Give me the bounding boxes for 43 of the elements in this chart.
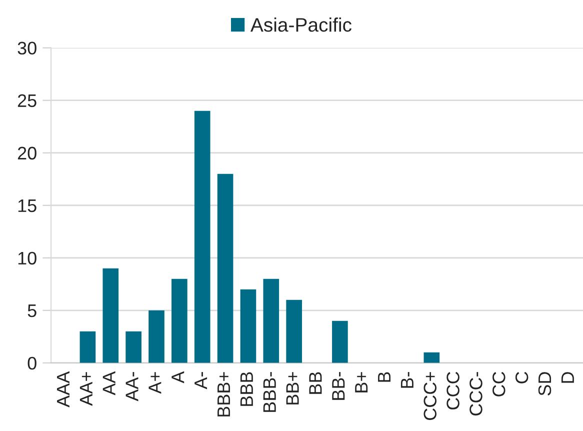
x-tick-label: AAA (57, 371, 70, 408)
x-tick-label: BBB- (263, 372, 276, 412)
y-tick-label: 25 (18, 94, 36, 108)
bar (332, 320, 348, 363)
x-tick-label: B+ (355, 372, 368, 392)
y-tick-label: 15 (18, 199, 36, 212)
bar (424, 352, 440, 363)
bar (286, 300, 302, 363)
x-tick-label: A (172, 371, 184, 384)
x-tick-label: A- (194, 372, 208, 390)
x-tick-label: B (378, 372, 390, 382)
x-tick-label: CC (492, 372, 506, 396)
y-tick-label: 30 (18, 42, 36, 55)
bar (102, 268, 119, 363)
x-tick-label: BB- (332, 372, 345, 400)
bar (80, 331, 96, 363)
x-tick-label: AA+ (80, 372, 92, 406)
bar (194, 110, 210, 363)
bar (263, 278, 280, 363)
x-tick-label: C (515, 372, 528, 384)
y-tick-label: 0 (28, 356, 36, 370)
x-tick-label: BBB+ (218, 372, 230, 416)
x-tick-label: CCC (446, 372, 460, 410)
bar (148, 310, 164, 363)
y-tick-label: 5 (28, 304, 36, 318)
x-tick-label: AA- (126, 372, 138, 402)
x-tick-label: SD (538, 372, 552, 396)
y-tick-label: 10 (18, 252, 36, 265)
bar (217, 174, 234, 363)
legend-label: Asia-Pacific (250, 18, 352, 32)
x-tick-label: BB+ (286, 372, 299, 404)
x-tick-label: AA (102, 371, 116, 396)
x-tick-label: D (561, 372, 574, 383)
x-tick-label: BB (309, 372, 322, 394)
bar (172, 278, 188, 363)
y-tick-label: 20 (18, 146, 36, 160)
bar (240, 289, 256, 363)
x-tick-label: B- (400, 372, 414, 388)
x-tick-label: BBB (240, 372, 253, 406)
bar (126, 331, 142, 363)
x-tick-label: A+ (148, 372, 162, 394)
x-tick-label: CCC+ (424, 372, 437, 420)
x-tick-label: CCC- (470, 372, 482, 416)
